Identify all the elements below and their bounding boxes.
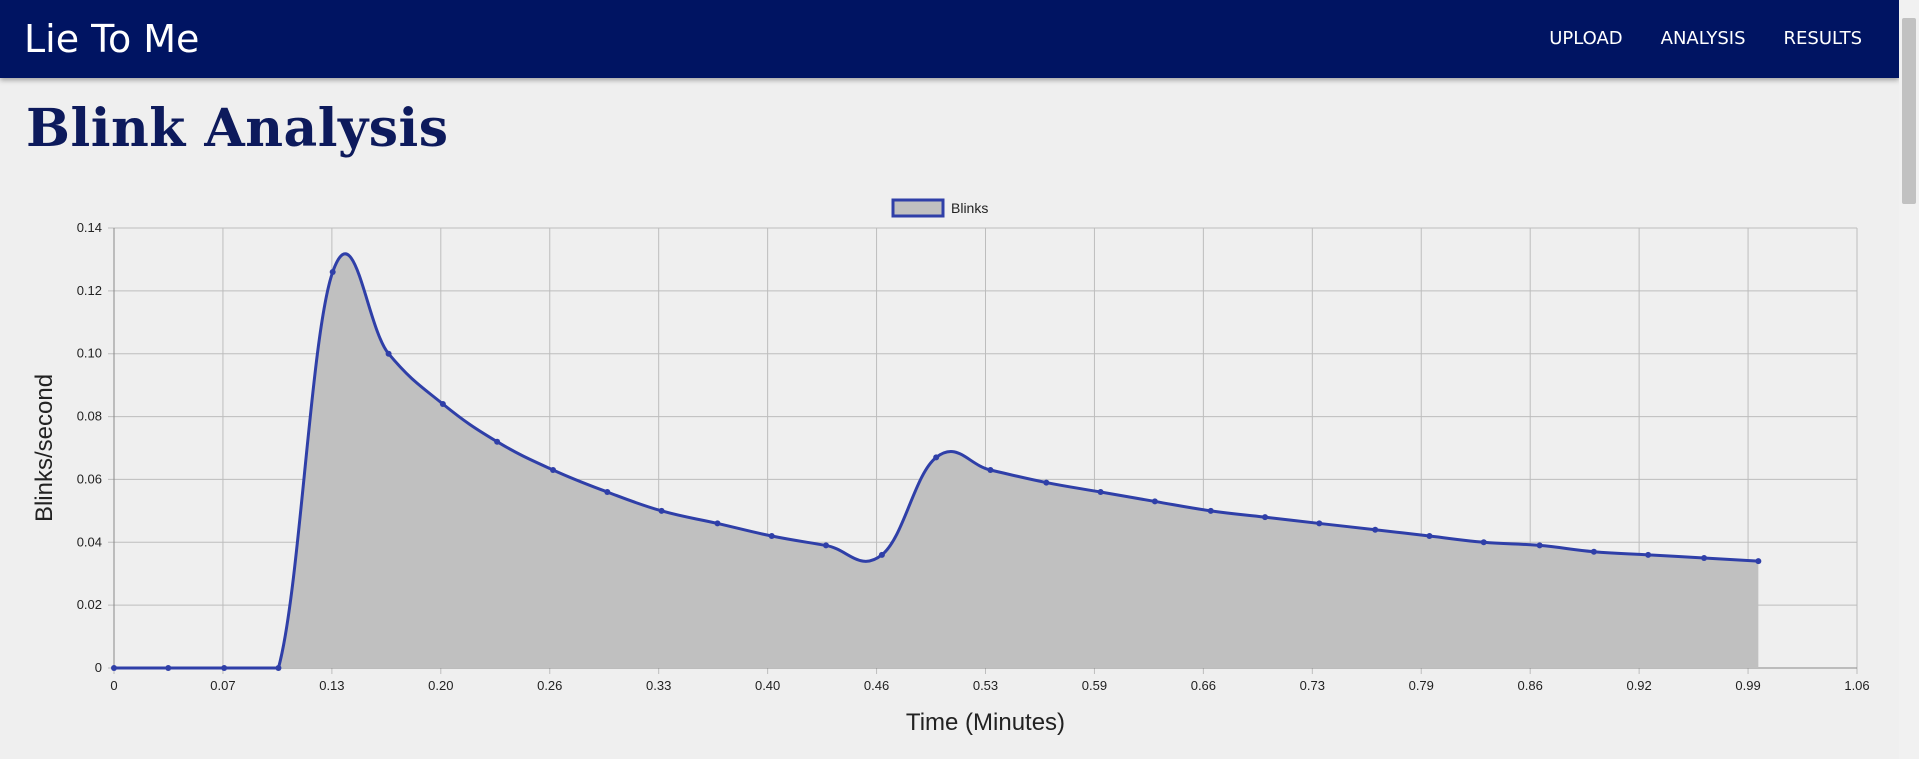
data-point[interactable] (275, 665, 282, 671)
x-tick-label: 0.40 (755, 678, 780, 693)
y-tick-label: 0.02 (77, 597, 102, 612)
data-point[interactable] (1207, 507, 1214, 514)
y-tick-label: 0.10 (77, 346, 102, 361)
x-tick-label: 0.53 (973, 678, 998, 693)
data-point[interactable] (1043, 479, 1050, 486)
scrollbar-thumb[interactable] (1902, 18, 1916, 204)
data-point[interactable] (1755, 558, 1762, 565)
data-point[interactable] (658, 507, 665, 514)
x-tick-label: 0.99 (1735, 678, 1760, 693)
data-point[interactable] (987, 467, 994, 473)
data-point[interactable] (111, 665, 117, 671)
x-tick-label: 0 (110, 678, 117, 693)
data-point[interactable] (1097, 489, 1104, 495)
nav-results-link[interactable]: RESULTS (1783, 28, 1862, 49)
y-tick-label: 0.12 (77, 283, 102, 298)
blink-chart: 0 0.07 0.13 0.20 0.26 0.33 0.40 0.46 0.53 0.59 0.6… (31, 198, 1870, 736)
data-point[interactable] (221, 665, 228, 671)
data-point[interactable] (385, 350, 392, 357)
page-scrollbar[interactable] (1899, 0, 1919, 759)
y-axis-title: Blinks/second (31, 374, 58, 522)
x-tick-label: 0.33 (646, 678, 671, 693)
data-point[interactable] (822, 542, 829, 549)
x-tick-label: 0.59 (1082, 678, 1107, 693)
x-tick-label: 0.86 (1518, 678, 1543, 693)
data-point[interactable] (1590, 548, 1597, 555)
data-point[interactable] (329, 269, 336, 275)
data-point[interactable] (550, 467, 557, 473)
x-tick-label: 0.66 (1191, 678, 1216, 693)
x-tick-label: 1.06 (1844, 678, 1869, 693)
x-tick-label: 0.13 (319, 678, 344, 693)
x-tick-label: 0.26 (537, 678, 562, 693)
data-point[interactable] (165, 665, 172, 671)
data-point[interactable] (768, 533, 775, 539)
data-point[interactable] (439, 401, 446, 407)
data-point[interactable] (494, 438, 501, 445)
data-point[interactable] (1316, 520, 1323, 527)
y-tick-label: 0 (95, 660, 102, 675)
y-tick-label: 0.04 (77, 534, 102, 549)
data-point[interactable] (604, 489, 611, 495)
data-point[interactable] (878, 551, 885, 558)
data-point[interactable] (1151, 498, 1158, 505)
data-point[interactable] (933, 454, 940, 461)
series-area-fill (114, 253, 1759, 668)
data-point[interactable] (1426, 533, 1433, 539)
brand-logo[interactable]: Lie To Me (24, 17, 200, 61)
x-axis-title: Time (Minutes) (906, 709, 1065, 736)
nav-analysis-link[interactable]: ANALYSIS (1660, 28, 1746, 49)
page-title: Blink Analysis (26, 98, 449, 159)
data-point[interactable] (1645, 551, 1652, 558)
x-tick-label: 0.79 (1409, 678, 1434, 693)
x-tick-label: 0.46 (864, 678, 889, 693)
data-point[interactable] (714, 520, 721, 527)
top-navbar: Lie To Me UPLOAD ANALYSIS RESULTS (0, 0, 1899, 78)
data-point[interactable] (1480, 539, 1487, 546)
y-tick-label: 0.08 (77, 409, 102, 424)
legend-swatch (891, 198, 945, 218)
y-tick-label: 0.06 (77, 471, 102, 486)
nav-links: UPLOAD ANALYSIS RESULTS (1530, 0, 1881, 78)
x-tick-label: 0.20 (428, 678, 453, 693)
data-point[interactable] (1701, 555, 1708, 561)
nav-upload-link[interactable]: UPLOAD (1549, 28, 1623, 49)
data-point[interactable] (1372, 526, 1379, 533)
x-tick-label: 0.92 (1626, 678, 1651, 693)
legend-label: Blinks (951, 200, 988, 216)
data-point[interactable] (1262, 514, 1269, 521)
x-tick-label: 0.73 (1300, 678, 1325, 693)
x-tick-label: 0.07 (210, 678, 235, 693)
y-tick-label: 0.14 (77, 220, 102, 235)
data-point[interactable] (1536, 542, 1543, 549)
